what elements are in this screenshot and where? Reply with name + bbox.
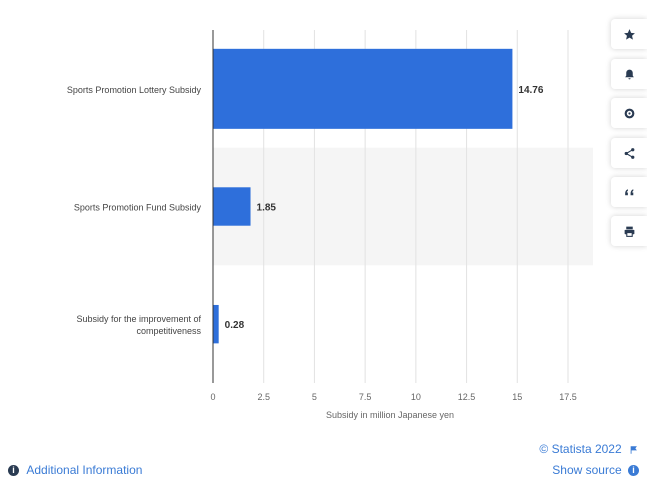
category-label: Subsidy for the improvement of competitiv… xyxy=(76,314,201,336)
x-tick-label: 5 xyxy=(312,392,317,402)
x-tick-label: 17.5 xyxy=(559,392,577,402)
row-band xyxy=(213,147,593,266)
x-tick-label: 7.5 xyxy=(359,392,372,402)
additional-information-link[interactable]: i Additional Information xyxy=(8,463,142,477)
share-icon xyxy=(624,147,634,159)
print-icon xyxy=(624,226,634,237)
show-source-link[interactable]: Show source i xyxy=(552,463,639,477)
favorite-button[interactable] xyxy=(611,19,647,49)
category-label: Sports Promotion Lottery Subsidy xyxy=(67,85,202,95)
info-icon: i xyxy=(8,465,19,477)
x-tick-label: 0 xyxy=(210,392,215,402)
additional-info-text: Additional Information xyxy=(26,463,143,477)
statista-credit-link[interactable]: © Statista 2022 xyxy=(539,442,639,456)
x-tick-label: 15 xyxy=(512,392,522,402)
settings-button[interactable] xyxy=(611,98,647,128)
print-button[interactable] xyxy=(611,216,647,246)
x-axis-title: Subsidy in million Japanese yen xyxy=(326,410,454,420)
bell-icon xyxy=(624,69,634,79)
show-source-text: Show source xyxy=(552,463,622,477)
cite-button[interactable] xyxy=(611,177,647,207)
flag-icon xyxy=(630,446,637,454)
x-tick-label: 2.5 xyxy=(257,392,270,402)
credit-text: © Statista 2022 xyxy=(539,442,622,456)
category-label: Sports Promotion Fund Subsidy xyxy=(74,203,202,213)
bar-value-label: 1.85 xyxy=(257,203,277,214)
bar[interactable] xyxy=(213,48,513,129)
x-tick-label: 10 xyxy=(411,392,421,402)
quote-icon xyxy=(624,188,633,195)
star-icon xyxy=(623,28,635,40)
bar-value-label: 14.76 xyxy=(518,85,543,96)
notification-button[interactable] xyxy=(611,59,647,89)
info-icon: i xyxy=(628,465,639,477)
bar[interactable] xyxy=(213,304,219,344)
x-tick-label: 12.5 xyxy=(458,392,476,402)
bar-value-label: 0.28 xyxy=(225,320,245,331)
bar[interactable] xyxy=(213,187,251,226)
gear-icon xyxy=(624,108,634,118)
share-button[interactable] xyxy=(611,138,647,168)
